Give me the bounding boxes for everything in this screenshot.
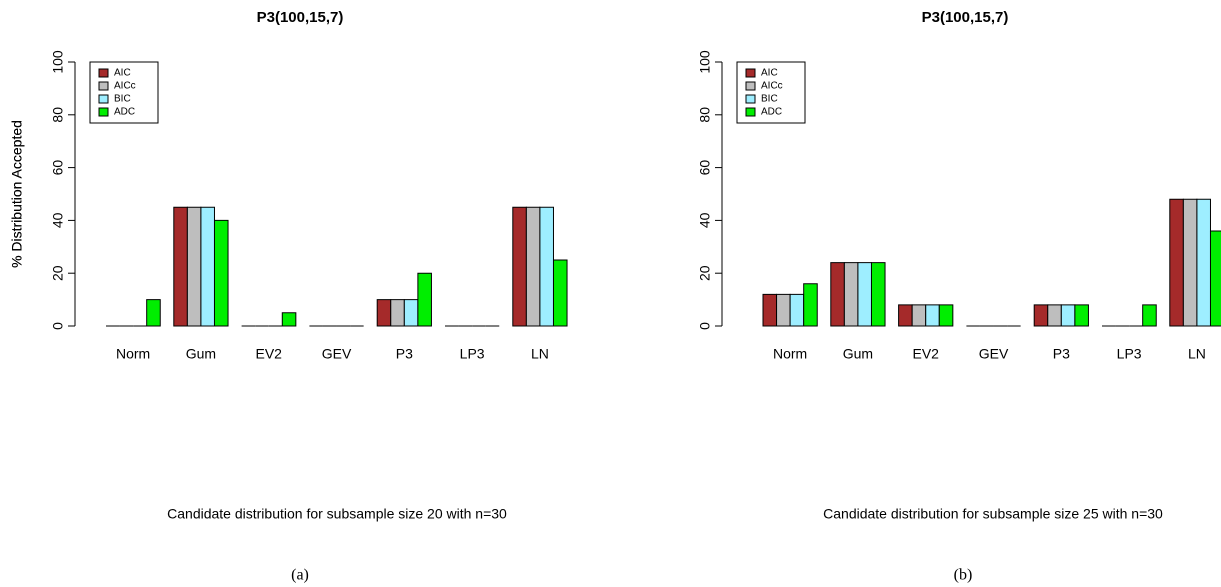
y-tick-label: 0 <box>50 322 66 330</box>
bar <box>762 293 778 327</box>
y-tick-label: 0 <box>697 322 713 330</box>
y-tick-label: 40 <box>697 212 713 228</box>
bar <box>390 299 405 327</box>
bar <box>213 219 229 327</box>
legend-label: AIC <box>761 68 778 79</box>
bar <box>830 262 845 327</box>
bar <box>1196 198 1211 327</box>
legend-label: AICc <box>761 81 783 92</box>
bar <box>552 259 568 327</box>
x-axis-label: Candidate distribution for subsample siz… <box>823 506 1163 522</box>
y-tick-label: 100 <box>697 50 713 74</box>
chart-title: P3(100,15,7) <box>257 9 344 26</box>
legend-swatch <box>745 94 756 104</box>
x-axis-label: Candidate distribution for subsample siz… <box>167 506 507 522</box>
caption: (b) <box>954 567 973 584</box>
bar <box>898 304 913 327</box>
legend-swatch <box>745 68 756 78</box>
legend-label: AIC <box>114 68 131 79</box>
bar <box>789 293 805 327</box>
chart-panel: P3(100,15,7) Candidate distribution for s… <box>9 9 1221 584</box>
bar <box>146 299 161 327</box>
y-axis-label: % Distribution Accepted <box>9 120 25 268</box>
bar <box>1074 304 1089 327</box>
legend-swatch <box>98 68 109 78</box>
x-tick-label: GEV <box>979 346 1009 362</box>
bar <box>843 262 859 327</box>
bar <box>803 283 818 327</box>
y-tick-label: 100 <box>50 50 66 74</box>
legend-label: AICc <box>114 81 136 92</box>
bar <box>911 304 927 327</box>
bar <box>1033 304 1049 327</box>
x-tick-label: LP3 <box>1117 346 1142 362</box>
x-tick-label: EV2 <box>912 346 939 362</box>
caption: (a) <box>291 567 309 584</box>
bar <box>512 206 527 327</box>
bar <box>200 206 215 327</box>
x-tick-label: EV2 <box>255 346 282 362</box>
x-tick-label: Gum <box>186 346 216 362</box>
bar <box>281 312 297 327</box>
bar <box>1060 304 1076 327</box>
y-tick-label: 80 <box>697 107 713 123</box>
bar <box>1209 230 1221 327</box>
y-tick-label: 20 <box>50 265 66 281</box>
y-axis-label: % Distribution Accepted <box>9 120 25 268</box>
bar <box>1169 198 1184 327</box>
chart-panel: P3(100,15,7) Candidate distribution for s… <box>9 9 568 584</box>
x-tick-label: P3 <box>1053 346 1070 362</box>
y-tick-label: 80 <box>50 107 66 123</box>
bar <box>1182 198 1198 327</box>
chart-title: P3(100,15,7) <box>922 9 1009 26</box>
legend-swatch <box>745 81 756 91</box>
bar <box>1142 304 1157 327</box>
y-tick-label: 20 <box>697 265 713 281</box>
x-tick-label: Norm <box>773 346 807 362</box>
legend-label: ADC <box>761 107 782 118</box>
bar <box>417 272 432 327</box>
bar <box>870 262 886 327</box>
bar <box>1047 304 1062 327</box>
bar <box>525 206 541 327</box>
x-tick-label: GEV <box>322 346 352 362</box>
legend-swatch <box>98 107 109 117</box>
y-tick-label: 60 <box>697 160 713 176</box>
legend-label: BIC <box>114 94 131 105</box>
x-tick-label: LP3 <box>460 346 485 362</box>
legend-swatch <box>745 107 756 117</box>
bar <box>925 304 940 327</box>
legend-label: BIC <box>761 94 778 105</box>
y-tick-label: 60 <box>50 160 66 176</box>
x-tick-label: Norm <box>116 346 150 362</box>
legend-swatch <box>98 81 109 91</box>
bar <box>857 262 872 327</box>
bar <box>186 206 202 327</box>
legend-swatch <box>98 94 109 104</box>
legend-label: ADC <box>114 107 135 118</box>
bar <box>938 304 954 327</box>
bar <box>403 299 419 327</box>
x-tick-label: LN <box>1188 346 1206 362</box>
y-tick-label: 40 <box>50 212 66 228</box>
bar <box>173 206 188 327</box>
x-tick-label: LN <box>531 346 549 362</box>
bar <box>376 299 392 327</box>
bar <box>539 206 554 327</box>
bar <box>776 293 791 327</box>
x-tick-label: Gum <box>843 346 873 362</box>
x-tick-label: P3 <box>396 346 413 362</box>
